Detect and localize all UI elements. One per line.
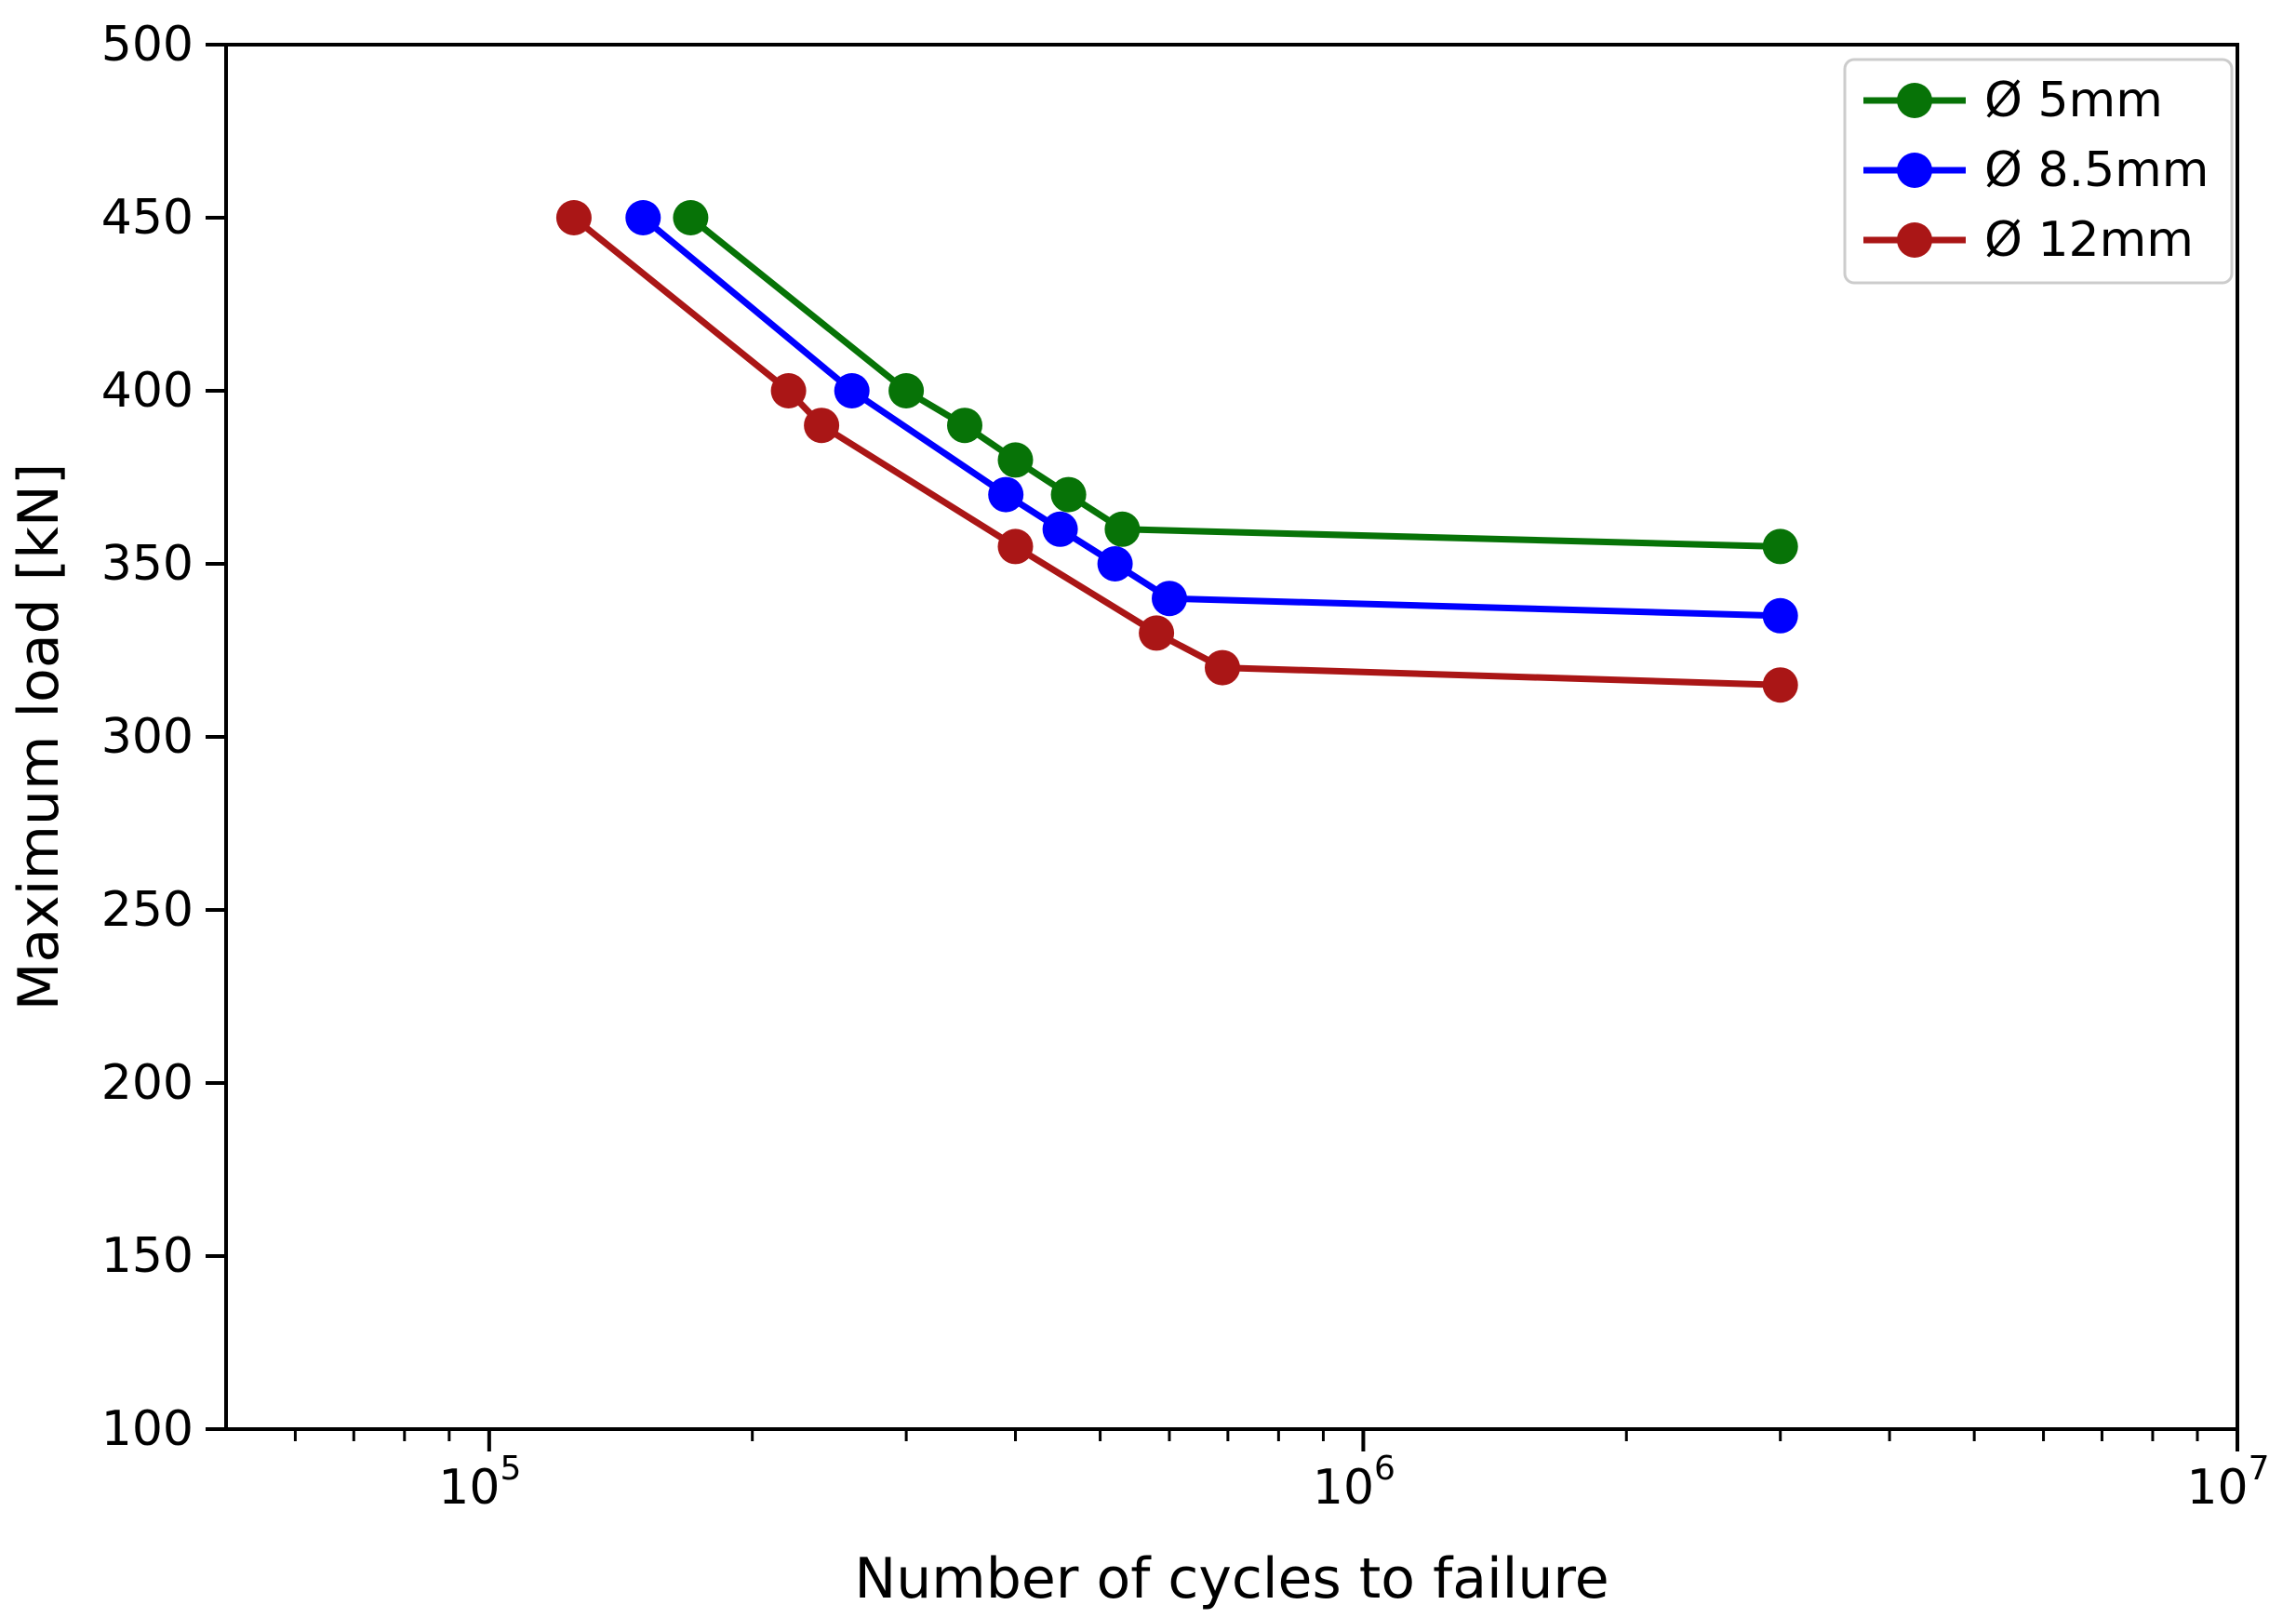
x-tick-label-10000000: 107 [2186,1450,2269,1516]
data-point-2-690000-320 [1205,649,1240,686]
y-tick-label-100: 100 [101,1401,194,1457]
data-point-0-530000-360 [1104,511,1141,547]
y-axis-label: Maximum load [kN] [7,462,72,1011]
data-point-0-170000-450 [673,200,709,235]
y-tick-label-150: 150 [101,1228,194,1284]
data-point-0-400000-380 [997,442,1034,478]
legend-marker-2 [1897,222,1932,258]
legend-label-2: Ø 12mm [1984,212,2194,268]
data-point-1-390000-370 [988,476,1024,513]
legend-label-0: Ø 5mm [1984,73,2163,128]
data-point-1-3000000-335 [1762,597,1798,634]
x-tick-label-100000: 105 [438,1450,521,1516]
legend-label-1: Ø 8.5mm [1984,142,2209,198]
y-tick-label-300: 300 [101,709,194,765]
legend-box [1843,58,2234,285]
data-point-0-460000-370 [1050,476,1087,513]
data-point-1-260000-400 [834,373,870,408]
y-tick-label-350: 350 [101,536,194,592]
legend-marker-1 [1897,153,1932,188]
data-point-0-300000-400 [888,373,925,408]
x-tick-label-1000000: 106 [1313,1450,1395,1516]
data-point-2-220000-400 [770,373,807,408]
data-point-2-125000-450 [555,200,592,235]
y-tick-label-450: 450 [101,190,194,246]
data-point-2-240000-390 [804,408,840,444]
data-point-1-150000-450 [625,200,661,235]
y-tick-label-200: 200 [101,1055,194,1111]
legend-marker-0 [1897,83,1932,118]
data-point-2-3000000-315 [1762,667,1798,703]
data-point-2-400000-355 [997,528,1034,565]
data-point-2-580000-330 [1139,615,1175,651]
series-line-2 [571,215,1781,689]
data-point-0-350000-390 [947,408,982,444]
data-point-1-520000-350 [1097,546,1133,582]
data-point-1-450000-360 [1042,511,1078,547]
y-tick-label-250: 250 [101,882,194,938]
y-tick-label-500: 500 [101,17,194,73]
data-point-0-3000000-355 [1762,528,1798,565]
x-axis-label: Number of cycles to failure [854,1546,1609,1611]
y-tick-label-400: 400 [101,363,194,419]
data-point-1-600000-340 [1152,581,1187,617]
